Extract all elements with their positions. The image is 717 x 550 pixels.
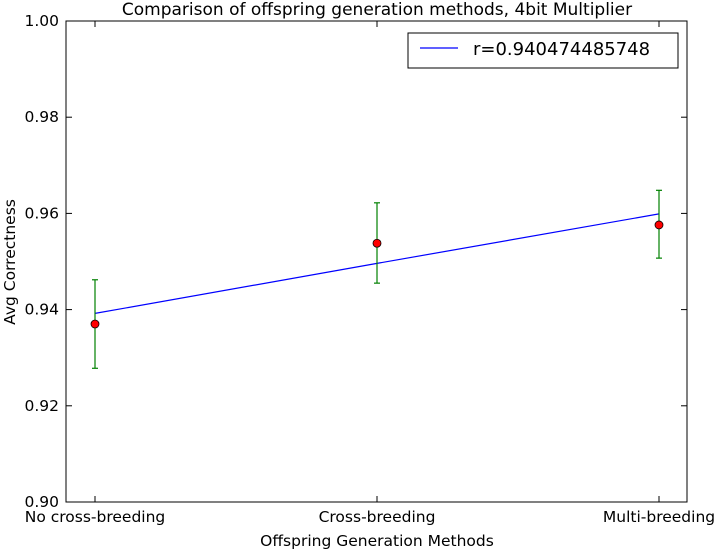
data-point [90, 319, 100, 329]
y-tick-label: 0.90 [24, 493, 59, 511]
x-tick-label: Multi-breeding [603, 508, 715, 526]
y-tick-label: 0.98 [24, 108, 59, 126]
plot-area: 0.90 0.92 0.94 0.96 0.98 1.00 No cross-breedin… [24, 12, 715, 526]
chart-title: Comparison of offspring generation metho… [122, 0, 632, 20]
y-tick-label: 0.94 [24, 301, 59, 319]
legend: r=0.940474485748 [407, 32, 679, 69]
y-axis-label: Avg Correctness [1, 199, 19, 325]
x-tick-label: No cross-breeding [25, 508, 166, 526]
y-tick-label: 0.96 [24, 204, 59, 222]
legend-box [407, 32, 679, 69]
y-tick-label: 1.00 [24, 12, 59, 30]
x-tick-label: Cross-breeding [319, 508, 436, 526]
legend-label: r=0.940474485748 [473, 39, 650, 60]
x-axis-label: Offspring Generation Methods [260, 532, 494, 550]
data-point [654, 220, 664, 230]
y-tick-label: 0.92 [24, 397, 59, 415]
data-point [372, 238, 382, 248]
